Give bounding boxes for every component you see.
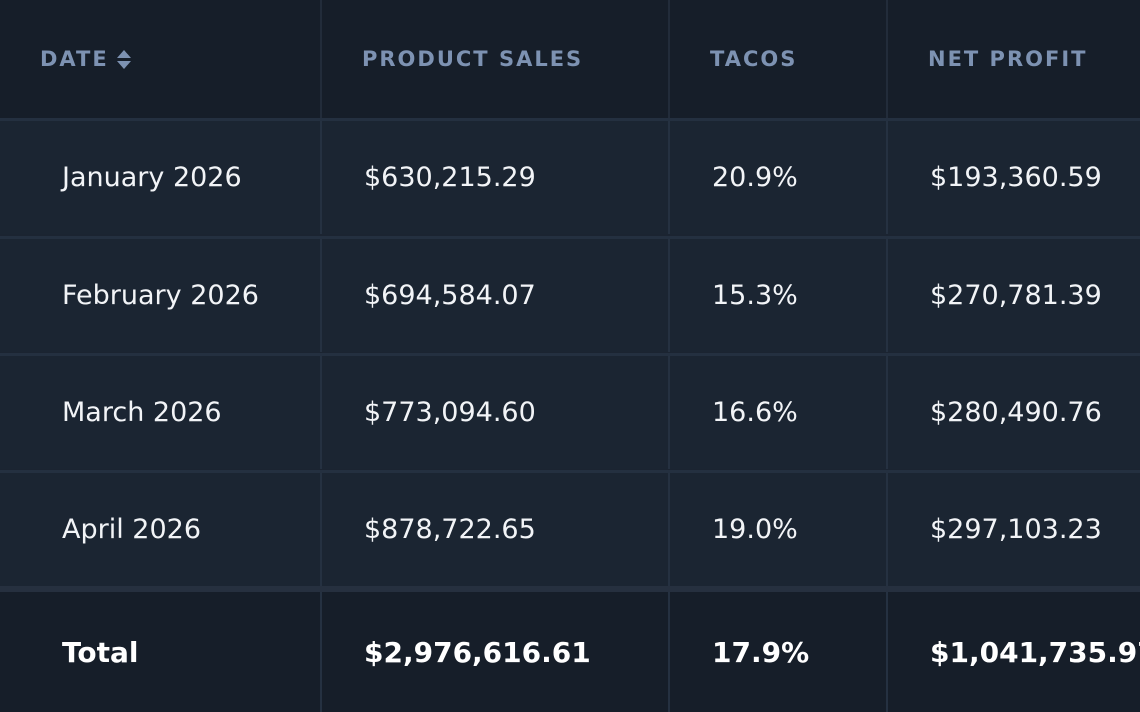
cell-date: April 2026 — [0, 473, 322, 586]
total-tacos: 17.9% — [670, 592, 888, 712]
table-total-row: Total $2,976,616.61 17.9% $1,041,735.97 — [0, 586, 1140, 712]
cell-tacos: 15.3% — [670, 239, 888, 352]
cell-product-sales: $694,584.07 — [322, 239, 670, 352]
column-header-net-profit-label: NET PROFIT — [928, 47, 1088, 71]
total-label: Total — [0, 592, 322, 712]
cell-date: January 2026 — [0, 121, 322, 234]
cell-tacos: 20.9% — [670, 121, 888, 234]
column-header-date[interactable]: DATE — [0, 0, 322, 118]
column-header-tacos-label: TACOS — [710, 47, 798, 71]
table-row: March 2026 $773,094.60 16.6% $280,490.76 — [0, 353, 1140, 469]
cell-net-profit: $280,490.76 — [930, 397, 1102, 428]
cell-tacos: 16.6% — [670, 356, 888, 469]
cell-net-profit: $193,360.59 — [930, 162, 1102, 193]
total-net-profit: $1,041,735.97 — [930, 635, 1140, 669]
cell-date: March 2026 — [0, 356, 322, 469]
column-header-date-label: DATE — [40, 47, 109, 71]
total-product-sales: $2,976,616.61 — [322, 592, 670, 712]
cell-product-sales: $630,215.29 — [322, 121, 670, 234]
cell-net-profit: $270,781.39 — [930, 280, 1102, 311]
sort-updown-icon[interactable] — [116, 49, 131, 69]
table-header-row: DATE PRODUCT SALES TACOS NET PROFIT — [0, 0, 1140, 118]
cell-net-profit: $297,103.23 — [930, 514, 1102, 545]
column-header-product-sales-label: PRODUCT SALES — [362, 47, 584, 71]
cell-product-sales: $878,722.65 — [322, 473, 670, 586]
column-header-tacos: TACOS — [670, 0, 888, 118]
table-row: January 2026 $630,215.29 20.9% $193,360.… — [0, 118, 1140, 234]
column-header-net-profit: NET PROFIT — [888, 0, 1140, 118]
cell-tacos: 19.0% — [670, 473, 888, 586]
column-header-product-sales: PRODUCT SALES — [322, 0, 670, 118]
table-row: April 2026 $878,722.65 19.0% $297,103.23 — [0, 470, 1140, 586]
cell-date: February 2026 — [0, 239, 322, 352]
table-row: February 2026 $694,584.07 15.3% $270,781… — [0, 236, 1140, 352]
cell-product-sales: $773,094.60 — [322, 356, 670, 469]
